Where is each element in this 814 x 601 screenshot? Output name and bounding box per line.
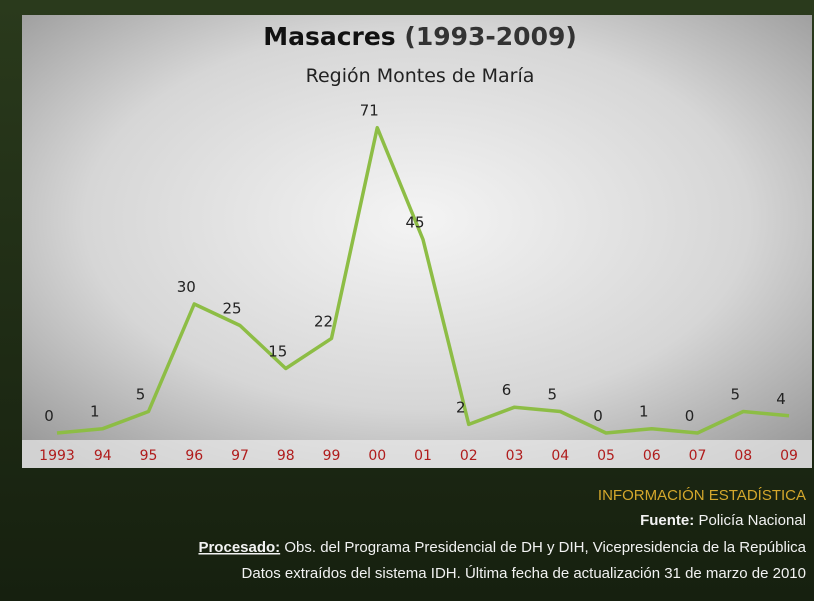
data-label: 15 (268, 343, 287, 361)
chart-subtitle: Región Montes de María (306, 65, 535, 87)
x-tick-label: 05 (597, 448, 615, 464)
x-tick-label: 95 (140, 448, 158, 464)
chart: Masacres (1993-2009) Región Montes de Ma… (0, 0, 814, 601)
footer-processed: Procesado: Obs. del Programa Presidencia… (198, 539, 806, 556)
data-label: 5 (730, 386, 740, 404)
data-label: 71 (360, 102, 379, 120)
data-label: 1 (90, 403, 100, 421)
x-tick-label: 96 (185, 448, 203, 464)
x-tick-label: 03 (506, 448, 524, 464)
x-tick-label: 94 (94, 448, 112, 464)
x-tick-label: 01 (414, 448, 432, 464)
x-tick-label: 09 (780, 448, 798, 464)
data-label: 5 (136, 386, 146, 404)
data-label: 45 (405, 214, 424, 232)
page: Masacres (1993-2009) Región Montes de Ma… (0, 0, 814, 601)
x-tick-label: 08 (734, 448, 752, 464)
x-tick-label: 02 (460, 448, 478, 464)
data-label: 0 (593, 407, 603, 425)
chart-title: Masacres (1993-2009) (263, 22, 577, 51)
data-label: 1 (639, 403, 649, 421)
x-tick-label: 99 (323, 448, 341, 464)
x-tick-label: 04 (551, 448, 569, 464)
data-label: 0 (685, 407, 695, 425)
data-label: 6 (502, 381, 512, 399)
footer-note: Datos extraídos del sistema IDH. Última … (242, 565, 806, 582)
x-tick-label: 1993 (39, 448, 75, 464)
data-label: 25 (222, 300, 241, 318)
x-tick-label: 06 (643, 448, 661, 464)
x-tick-label: 07 (689, 448, 707, 464)
x-tick-label: 97 (231, 448, 249, 464)
footer-heading: INFORMACIÓN ESTADÍSTICA (598, 487, 806, 504)
data-label: 30 (177, 278, 196, 296)
data-label: 22 (314, 312, 333, 330)
x-tick-label: 98 (277, 448, 295, 464)
data-label: 0 (44, 407, 54, 425)
data-label: 5 (547, 386, 557, 404)
data-label: 4 (776, 390, 786, 408)
x-tick-label: 00 (368, 448, 386, 464)
footer-source: Fuente: Policía Nacional (640, 512, 806, 529)
data-label: 2 (456, 398, 466, 416)
